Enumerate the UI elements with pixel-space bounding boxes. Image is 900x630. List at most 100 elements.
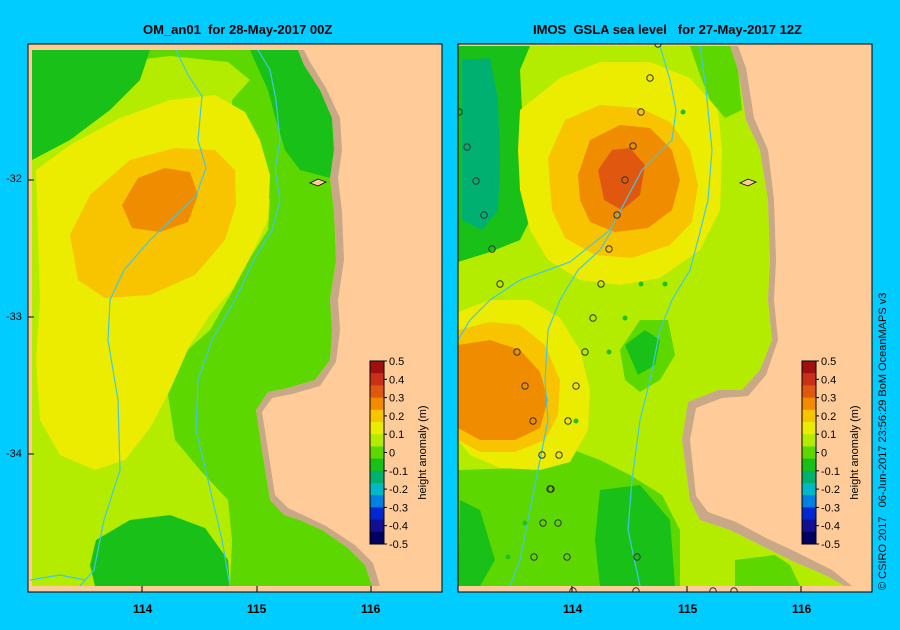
right-colorbar-color-segment [802,483,816,496]
observation-star [505,554,511,560]
observation-point [621,176,629,184]
left-panel-frame [27,43,443,593]
observation-point [605,245,613,253]
left-colorbar-color-segment [370,361,384,374]
right-map-panel [458,44,872,592]
right-lon-label-116: 116 [792,602,812,616]
left-lon-label-115: 115 [247,602,267,616]
left-colorbar-color-segment [370,470,384,484]
observation-point [572,382,580,390]
left-isobaths [29,49,281,587]
right-colorbar-color-segment [802,409,816,423]
observation-point [513,348,521,356]
right-colorbar-tick-label: 0.5 [821,356,836,368]
right-rottnest-island [739,178,757,187]
left-colorbar-tick-label: -0.1 [389,466,408,478]
right-isobaths [458,45,713,587]
left-colorbar-tick-label: 0.3 [389,393,404,405]
left-rottnest-island [309,178,327,187]
right-colorbar-color-segment [802,385,816,399]
right-colorbar-tick-label: 0.3 [821,393,836,405]
right-colorbar-tick-label: -0.4 [821,521,840,533]
left-colorbar-color-segment [370,507,384,521]
right-colorbar-tick-label: 0.1 [821,429,836,441]
left-colorbar-tick-label: 0.1 [389,429,404,441]
observation-point [730,587,738,592]
left-colorbar-tick-label: 0.2 [389,411,404,423]
observation-star [606,349,612,355]
left-colorbar-tick-label: -0.4 [389,521,408,533]
left-colorbar-tick-label: 0.4 [389,374,404,386]
observation-point [646,74,654,82]
left-colorbar-color-segment [370,434,384,447]
observation-point [538,451,546,459]
right-colorbar-label: height anomaly (m) [849,405,861,499]
observation-point [632,587,640,592]
right-lon-label-115: 115 [678,602,698,616]
right-colorbar-tick-label: -0.5 [821,539,840,551]
observation-point [463,143,471,151]
right-colorbar-color-segment [802,470,816,484]
right-colorbar-tick-label: 0 [821,448,827,460]
right-sea-field [458,46,845,586]
lat-label-34: -34 [6,448,22,460]
right-colorbar-color-segment [802,519,816,533]
right-colorbar-tick-label: -0.2 [821,484,840,496]
observation-point [569,587,577,592]
observation-point [709,587,717,592]
left-lon-label-114: 114 [133,602,153,616]
observation-star [680,109,686,115]
observation-point [589,314,597,322]
right-colorbar-tick-label: 0.2 [821,411,836,423]
right-panel-frame [457,43,873,593]
right-panel-title: IMOS GSLA sea level for 27-May-2017 12Z [533,22,803,37]
left-colorbar-tick-label: -0.2 [389,484,408,496]
observation-star [622,315,628,321]
right-colorbar: 0.5 0.4 0.3 0.2 0.1 0 -0.1 -0.2 -0.3 -0.4 -0.5 heig… [801,356,861,551]
right-colorbar-tick-label: -0.3 [821,502,840,514]
left-colorbar-color-segment [370,422,384,435]
left-colorbar: 0.5 0.4 0.3 0.2 0.1 0 -0.1 -0.2 -0.3 -0.4 -0.5 heig… [369,356,429,551]
observation-point [613,211,621,219]
left-colorbar-color-segment [370,519,384,533]
observation-point [564,417,572,425]
observation-star [573,418,579,424]
right-colorbar-color-segment [802,531,816,545]
right-colorbar-color-segment [802,434,816,447]
left-colorbar-color-segment [370,385,384,399]
right-colorbar-color-segment [802,495,816,508]
observation-point [629,142,637,150]
right-coastline [682,46,852,586]
observation-point [654,44,662,48]
left-colorbar-tick-label: -0.3 [389,502,408,514]
right-colorbar-tick-label: -0.1 [821,466,840,478]
observation-point [547,485,555,493]
observation-point [637,108,645,116]
right-colorbar-color-segment [802,446,816,460]
observation-point [539,519,547,527]
right-colorbar-color-segment [802,507,816,521]
right-colorbar-color-segment [802,397,816,411]
right-colorbar-color-segment [802,422,816,435]
left-map-panel [28,44,442,592]
observation-markers [458,44,738,592]
left-colorbar-color-segment [370,531,384,545]
left-colorbar-tick-label: 0.5 [389,356,404,368]
credit-text: © CSIRO 2017 06-Jun-2017 23:56:29 BoM Oc… [877,292,889,590]
observation-point [597,280,605,288]
observation-star [662,281,668,287]
right-colorbar-tick-label: 0.4 [821,374,836,386]
lat-label-32: -32 [6,173,22,185]
left-sea-field [32,50,372,586]
left-colorbar-tick-label: -0.5 [389,539,408,551]
left-colorbar-color-segment [370,458,384,472]
left-colorbar-color-segment [370,397,384,411]
observation-point [581,348,589,356]
observation-star [522,520,528,526]
left-colorbar-color-segment [370,495,384,508]
observation-point [488,245,496,253]
left-colorbar-tick-label: 0 [389,448,395,460]
right-colorbar-color-segment [802,361,816,374]
right-lon-label-114: 114 [563,602,583,616]
